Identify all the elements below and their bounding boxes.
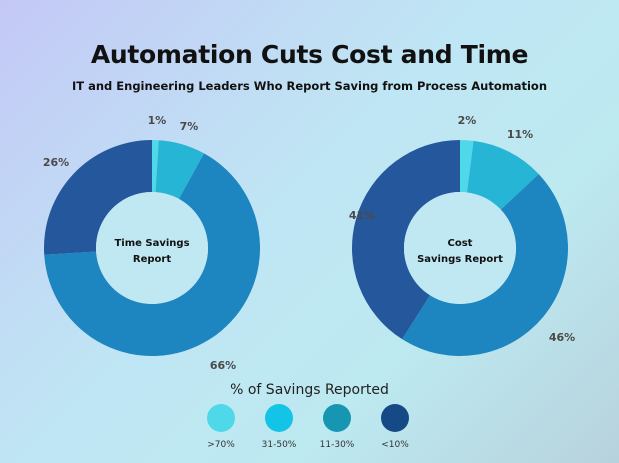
chart-title: Automation Cuts Cost and Time: [90, 40, 529, 69]
cost-savings-donut: 2% 11% 46% 41% Cost Savings Report: [349, 114, 575, 357]
legend-label: 31-50%: [261, 440, 297, 450]
legend-title: % of Savings Reported: [230, 382, 389, 398]
legend-swatch: [381, 404, 409, 432]
legend-label: 11-30%: [319, 440, 355, 450]
slice-value-label: 1%: [148, 114, 167, 127]
chart-subtitle: IT and Engineering Leaders Who Report Sa…: [71, 79, 548, 93]
donut-slice->70%: [460, 140, 474, 193]
legend-item-over-70: >70%: [186, 404, 256, 450]
donut-slice-11-30%: [402, 174, 569, 357]
slice-value-label: 66%: [210, 359, 236, 372]
slice-value-label: 26%: [43, 156, 69, 169]
donut-hole: [404, 192, 516, 304]
donut-slice->70%: [152, 140, 159, 193]
slice-value-label: 11%: [507, 128, 533, 141]
slice-value-label: 7%: [180, 120, 199, 133]
legend-swatch: [323, 404, 351, 432]
donut-slice-31-50%: [467, 140, 539, 210]
donut-slice-<10%: [352, 140, 460, 340]
donut-center-label: Cost: [448, 238, 473, 249]
legend-item-31-50: 31-50%: [244, 404, 314, 450]
donut-center-label: Savings Report: [417, 254, 503, 265]
time-savings-donut: 1% 7% 66% 26% Time Savings Report: [43, 114, 261, 372]
legend-swatch: [265, 404, 293, 432]
slice-value-label: 2%: [458, 114, 477, 127]
legend-label: >70%: [207, 440, 235, 450]
donut-center-label: Report: [133, 254, 171, 265]
slice-value-label: 41%: [349, 209, 375, 222]
donut-slice-<10%: [44, 140, 152, 255]
legend-item-under-10: <10%: [360, 404, 430, 450]
donut-hole: [96, 192, 208, 304]
donut-center-label: Time Savings: [114, 238, 189, 249]
donut-slice-31-50%: [155, 140, 205, 199]
legend-label: <10%: [381, 440, 409, 450]
legend-item-11-30: 11-30%: [302, 404, 372, 450]
slice-value-label: 46%: [549, 331, 575, 344]
legend-swatch: [207, 404, 235, 432]
donut-slice-11-30%: [44, 153, 261, 356]
